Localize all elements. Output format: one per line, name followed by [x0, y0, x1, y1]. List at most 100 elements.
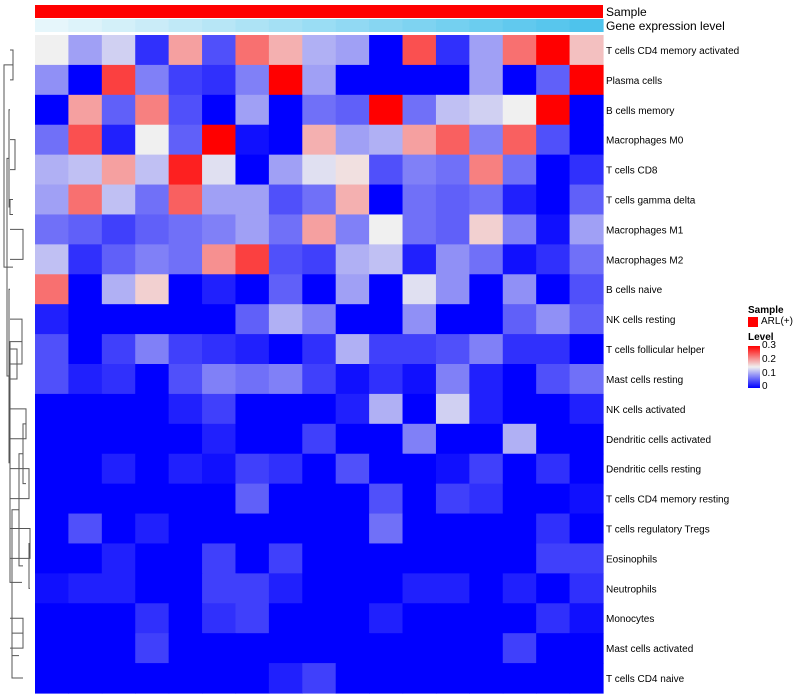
heatmap-cell: [35, 214, 70, 245]
heatmap-cell: [235, 124, 270, 156]
heatmap-cell: [502, 423, 537, 455]
heatmap-cell: [502, 513, 537, 545]
heatmap-cell: [569, 184, 604, 216]
heatmap-cell: [268, 364, 303, 395]
row-label: Mast cells resting: [606, 375, 683, 386]
heatmap-cell: [302, 35, 337, 66]
heatmap-cell: [369, 184, 404, 216]
row-label: T cells CD4 memory activated: [606, 46, 739, 57]
heatmap-cell: [68, 124, 103, 156]
heatmap-cell: [68, 633, 103, 664]
heatmap-cell: [35, 154, 70, 186]
heatmap-cell: [302, 513, 337, 545]
heatmap-cell: [202, 513, 237, 545]
heatmap-cell: [168, 214, 203, 245]
heatmap-cell: [202, 274, 237, 305]
heatmap-cell: [235, 663, 270, 694]
heatmap-cell: [202, 603, 237, 634]
heatmap-cell: [168, 184, 203, 216]
heatmap-cell: [35, 184, 70, 216]
heatmap-cell: [202, 364, 237, 395]
heatmap-cell: [536, 513, 571, 545]
heatmap-cell: [335, 184, 370, 216]
heatmap-cell: [369, 304, 404, 335]
heatmap-cell: [469, 35, 504, 66]
heatmap-cell: [268, 603, 303, 634]
expression-annotation-cell: [135, 19, 170, 32]
heatmap-cell: [101, 603, 136, 634]
heatmap-cell: [536, 603, 571, 634]
heatmap-cell: [369, 244, 404, 275]
heatmap-cell: [101, 364, 136, 395]
heatmap-cell: [502, 64, 537, 96]
legend-color-bar: [748, 346, 760, 388]
heatmap-cell: [536, 154, 571, 186]
heatmap-cell: [569, 94, 604, 126]
heatmap-cell: [402, 124, 437, 156]
heatmap-cell: [536, 483, 571, 515]
heatmap-cell: [469, 423, 504, 455]
heatmap-cell: [502, 154, 537, 186]
heatmap-cell: [469, 214, 504, 245]
heatmap-cell: [502, 304, 537, 335]
heatmap-cell: [402, 663, 437, 694]
heatmap-cell: [402, 244, 437, 275]
heatmap-cell: [235, 364, 270, 395]
heatmap-cell: [268, 663, 303, 694]
heatmap-cell: [202, 663, 237, 694]
heatmap-cell: [335, 304, 370, 335]
heatmap-cell: [135, 633, 170, 664]
heatmap-cell: [235, 453, 270, 485]
heatmap-cell: [502, 603, 537, 634]
heatmap-cell: [101, 573, 136, 604]
heatmap-cell: [202, 64, 237, 96]
heatmap-cell: [302, 364, 337, 395]
heatmap-cell: [35, 244, 70, 275]
row-label: NK cells resting: [606, 315, 675, 326]
heatmap-cell: [469, 154, 504, 186]
heatmap-cell: [302, 274, 337, 305]
heatmap-cell: [402, 334, 437, 365]
heatmap-cell: [68, 603, 103, 634]
heatmap-cell: [335, 483, 370, 515]
heatmap-cell: [569, 244, 604, 275]
row-label: Eosinophils: [606, 554, 657, 565]
heatmap-cell: [469, 543, 504, 574]
heatmap-cell: [268, 543, 303, 574]
heatmap-cell: [68, 214, 103, 245]
row-label: Dendritic cells resting: [606, 465, 701, 476]
heatmap-cell: [168, 304, 203, 335]
heatmap-cell: [68, 364, 103, 395]
dendrogram-branch: [18, 453, 23, 567]
heatmap-cell: [536, 124, 571, 156]
heatmap-cell: [101, 274, 136, 305]
heatmap-cell: [502, 573, 537, 604]
heatmap-cell: [402, 304, 437, 335]
heatmap-cell: [235, 573, 270, 604]
heatmap-cell: [168, 513, 203, 545]
legend-tick-label: 0.3: [762, 340, 776, 351]
heatmap-cell: [335, 64, 370, 96]
heatmap-cell: [469, 304, 504, 335]
heatmap-cell: [235, 35, 270, 66]
heatmap-cell: [35, 423, 70, 455]
heatmap-cell: [168, 603, 203, 634]
heatmap-cell: [135, 393, 170, 425]
heatmap-cell: [268, 633, 303, 664]
heatmap-cell: [369, 603, 404, 634]
heatmap-cell: [168, 573, 203, 604]
heatmap-cell: [101, 423, 136, 455]
heatmap-cell: [68, 184, 103, 216]
heatmap-cell: [369, 513, 404, 545]
heatmap-cell: [168, 274, 203, 305]
row-label: Dendritic cells activated: [606, 435, 711, 446]
heatmap-cell: [35, 334, 70, 365]
heatmap-cell: [302, 393, 337, 425]
legend: Sample ARL(+) Level 0.3 0.2 0.1 0: [748, 305, 798, 392]
heatmap-cell: [235, 184, 270, 216]
heatmap-cell: [569, 663, 604, 694]
heatmap-cell: [569, 573, 604, 604]
heatmap-cell: [569, 393, 604, 425]
heatmap-cell: [435, 633, 470, 664]
dendrogram-branch: [3, 64, 13, 268]
